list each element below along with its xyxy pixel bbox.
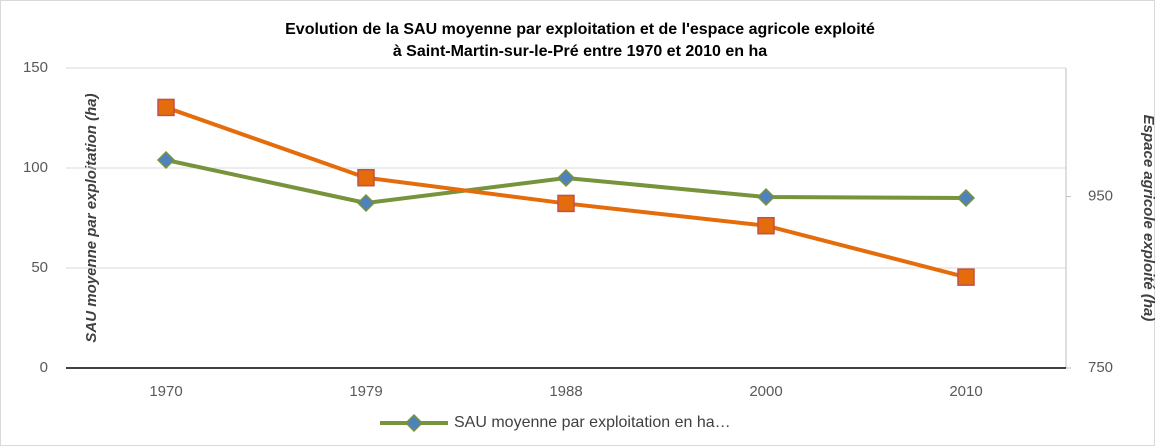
chart-title: Evolution de la SAU moyenne par exploita… <box>285 21 875 38</box>
point <box>556 168 576 188</box>
point <box>757 216 775 235</box>
x-tick-label: 1970 <box>149 383 182 400</box>
y2-axis-title: Espace agricole exploité (ha) <box>1140 115 1155 322</box>
point <box>157 98 175 117</box>
point <box>756 187 776 207</box>
y2-tick-label: 950 <box>1088 188 1113 205</box>
point <box>956 188 976 208</box>
point <box>557 194 575 213</box>
point <box>957 268 975 286</box>
point <box>357 168 375 187</box>
y-axis-title: SAU moyenne par exploitation (ha) <box>83 93 100 342</box>
x-tick-label: 2010 <box>949 383 982 400</box>
y2-tick-label: 750 <box>1088 359 1113 376</box>
x-tick-label: 1988 <box>549 383 582 400</box>
y-tick-label: 100 <box>23 159 48 176</box>
x-tick-label: 2000 <box>749 383 782 400</box>
x-tick-label: 1979 <box>349 383 382 400</box>
y-tick-label: 50 <box>31 259 48 276</box>
y-tick-label: 0 <box>40 359 48 376</box>
chart-title: à Saint-Martin-sur-le-Pré entre 1970 et … <box>393 43 767 60</box>
y-tick-label: 150 <box>23 59 48 76</box>
legend-marker <box>404 413 424 433</box>
point <box>156 150 176 170</box>
point <box>356 193 376 213</box>
legend-label: SAU moyenne par exploitation en ha… <box>454 414 731 431</box>
